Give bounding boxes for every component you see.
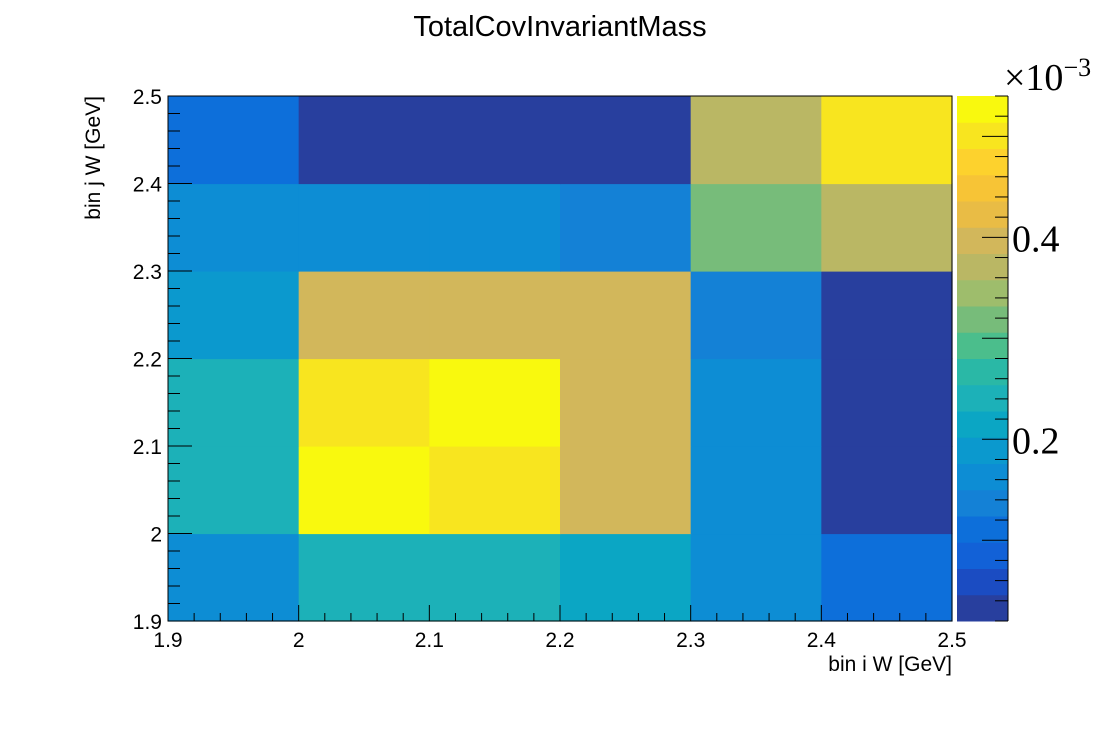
y-axis-label: bin j W [GeV] — [82, 96, 105, 220]
palette-swatch — [957, 332, 1008, 359]
x-tick-label: 2.3 — [676, 629, 705, 652]
x-tick-label: 2.1 — [415, 629, 444, 652]
heatmap-cell — [168, 533, 300, 622]
heatmap-cell — [429, 96, 561, 185]
palette-swatch — [957, 279, 1008, 307]
x-tick-label: 2.4 — [807, 629, 837, 652]
palette-swatch — [957, 594, 1008, 622]
palette-swatch — [957, 122, 1008, 149]
chart-title: TotalCovInvariantMass — [413, 11, 706, 43]
heatmap-cell — [560, 271, 692, 360]
x-axis: 1.9 2 2.1 2.2 2.3 2.4 2.5 — [153, 605, 967, 652]
heatmap-cell — [560, 446, 692, 535]
heatmap-cell — [821, 183, 953, 272]
heatmap-cell — [690, 183, 822, 272]
palette-swatch — [957, 384, 1008, 412]
palette-swatch — [957, 489, 1008, 517]
heatmap-cell — [298, 533, 430, 622]
heatmap-cell — [821, 446, 953, 535]
heatmap-cell — [690, 533, 822, 622]
y-tick-label: 2.3 — [133, 261, 162, 284]
heatmap-cell — [298, 358, 430, 447]
y-tick-label: 2 — [150, 524, 162, 547]
palette-swatch — [957, 201, 1008, 228]
heatmap-cell — [298, 271, 430, 360]
heatmap-cell — [560, 533, 692, 622]
palette-swatch — [957, 358, 1008, 386]
z-multiplier: ×10 — [1004, 57, 1063, 99]
heatmap-cells — [168, 96, 953, 622]
heatmap-cell — [690, 446, 822, 535]
palette-swatch — [957, 437, 1008, 464]
heatmap-cell — [560, 183, 692, 272]
heatmap-cell — [298, 96, 430, 185]
heatmap-cell — [821, 533, 953, 622]
z-tick-label: 0.4 — [1012, 218, 1060, 260]
heatmap-cell — [298, 183, 430, 272]
x-tick-label: 2 — [293, 629, 305, 652]
x-tick-label: 2.2 — [545, 629, 574, 652]
heatmap-cell — [168, 446, 300, 535]
y-tick-label: 2.5 — [133, 86, 162, 109]
palette-swatch — [957, 306, 1008, 333]
heatmap-cell — [821, 358, 953, 447]
x-tick-label: 1.9 — [153, 629, 182, 652]
heatmap-cell — [821, 271, 953, 360]
z-axis: 0.2 0.4 — [982, 95, 1060, 622]
heatmap-cell — [821, 96, 953, 185]
heatmap-cell — [429, 183, 561, 272]
palette-swatch — [957, 542, 1008, 569]
y-tick-label: 2.1 — [133, 436, 162, 459]
heatmap-cell — [298, 446, 430, 535]
palette-swatch — [957, 174, 1008, 202]
x-tick-label: 2.5 — [937, 629, 966, 652]
x-axis-label: bin i W [GeV] — [828, 653, 952, 676]
heatmap-cell — [168, 96, 300, 185]
heatmap-cell — [690, 271, 822, 360]
heatmap-cell — [560, 358, 692, 447]
heatmap-cell — [560, 96, 692, 185]
y-tick-label: 2.4 — [133, 174, 163, 197]
palette-swatch — [957, 148, 1008, 176]
palette-swatch — [957, 411, 1008, 438]
z-exponent: −3 — [1063, 53, 1091, 82]
palette-swatch — [957, 227, 1008, 254]
heatmap-cell — [429, 533, 561, 622]
y-tick-label: 1.9 — [133, 611, 162, 634]
heatmap-cell — [429, 358, 561, 447]
palette-swatch — [957, 568, 1008, 596]
heatmap-cell — [690, 358, 822, 447]
heatmap-cell — [429, 271, 561, 360]
heatmap-cell — [168, 358, 300, 447]
heatmap-cell — [429, 446, 561, 535]
z-axis-exponent: ×10−3 — [1004, 53, 1091, 99]
y-tick-label: 2.2 — [133, 349, 162, 372]
palette-swatch — [957, 463, 1008, 491]
heatmap-cell — [168, 183, 300, 272]
heatmap-cell — [168, 271, 300, 360]
heatmap-cell — [690, 96, 822, 185]
z-tick-label: 0.2 — [1012, 420, 1060, 462]
color-palette — [957, 96, 1008, 622]
y-axis: 1.9 2 2.1 2.2 2.3 2.4 2.5 — [133, 86, 192, 634]
palette-swatch — [957, 96, 1008, 123]
